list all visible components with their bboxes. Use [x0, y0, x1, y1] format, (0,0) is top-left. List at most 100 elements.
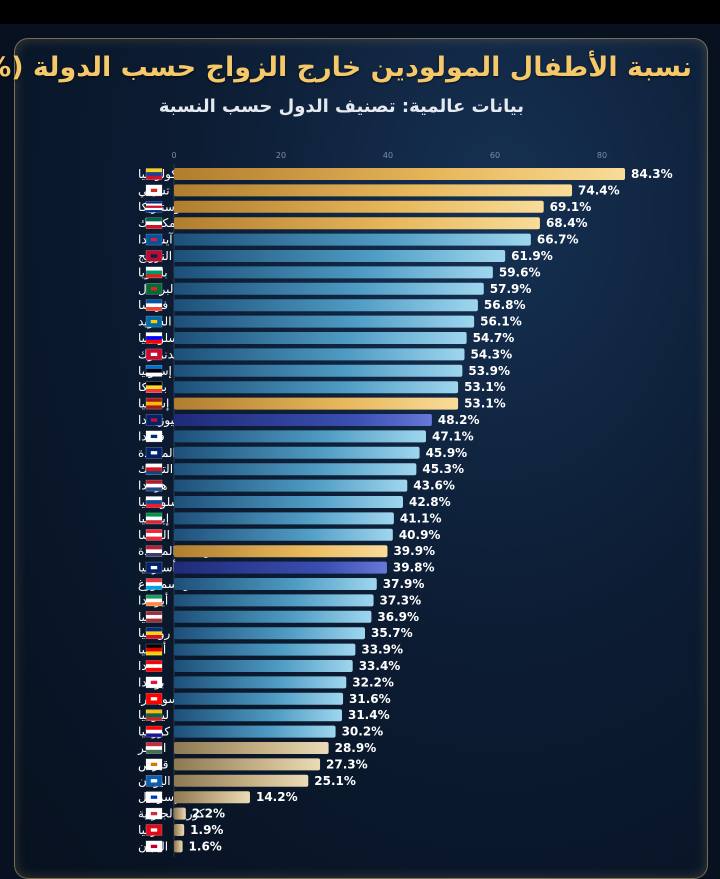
canada-flag-icon: [145, 660, 163, 672]
bar: [174, 840, 183, 853]
bar: [174, 446, 420, 459]
bar: [174, 233, 531, 246]
bar: [174, 414, 432, 426]
value-label: 53.9%: [468, 364, 510, 378]
bar: [174, 610, 372, 623]
uk-flag-icon: [145, 446, 163, 459]
chart-row: تشيلي74.4%: [138, 183, 620, 197]
chart-row: المملكة المتحدة45.9%: [138, 446, 467, 460]
greece-flag-icon: [145, 774, 163, 787]
bar: [174, 791, 250, 804]
germany-flag-icon: [145, 643, 163, 656]
chart-row: كرواتيا30.2%: [138, 725, 383, 740]
bar: [174, 266, 493, 279]
bar: [174, 430, 426, 443]
bar: [174, 299, 478, 312]
bar: [174, 627, 365, 640]
bar: [174, 512, 394, 525]
norway-flag-icon: [145, 250, 163, 262]
slovenia-flag-icon: [145, 332, 163, 344]
x-tick-label: 80: [597, 151, 607, 160]
chart-row: اليابان1.6%: [138, 839, 222, 853]
switzerland-flag-icon: [145, 692, 163, 705]
chart-row: إسرائيل14.2%: [138, 790, 298, 805]
chart-row: نيوزيلندا48.2%: [138, 413, 480, 428]
bar: [174, 594, 374, 607]
chart-row: السويد56.1%: [138, 315, 522, 330]
chart-row: كوستاريكا 69.1%: [138, 200, 591, 215]
value-label: 61.9%: [511, 249, 553, 263]
value-label: 1.6%: [189, 839, 222, 853]
australia-flag-icon: [145, 561, 163, 574]
bar: [174, 332, 467, 344]
bar: [174, 725, 336, 738]
value-label: 47.1%: [432, 429, 474, 443]
bar: [174, 364, 463, 377]
denmark-flag-icon: [145, 348, 163, 361]
chart-row: كندا33.4%: [138, 659, 400, 673]
bar: [174, 381, 459, 394]
chart-row: لوكسمبورغ 37.9%: [138, 577, 424, 592]
bar: [174, 643, 356, 656]
value-label: 57.9%: [490, 282, 532, 296]
slovakia-flag-icon: [145, 496, 163, 508]
spain-flag-icon: [145, 397, 163, 410]
chart-row: بلغاريا59.6%: [138, 265, 541, 280]
colombia-flag-icon: [145, 168, 163, 180]
value-label: 84.3%: [631, 167, 673, 181]
chart-row: بلجيكا53.1%: [138, 380, 506, 394]
chart-row: البرتغال57.9%: [138, 282, 531, 297]
chart-row: هولندا43.6%: [138, 479, 455, 494]
bar: [174, 496, 403, 508]
chart-row: بولندا32.2%: [138, 675, 394, 690]
chart-row: سلوفاكيا42.8%: [138, 495, 451, 510]
bar: [174, 676, 347, 689]
luxembourg-flag-icon: [145, 578, 163, 590]
value-label: 28.9%: [335, 741, 377, 755]
value-label: 56.8%: [484, 298, 526, 312]
ireland-flag-icon: [145, 594, 163, 607]
chart-row: إسبانيا53.1%: [138, 397, 506, 411]
chart-row: ألمانيا33.9%: [138, 642, 403, 657]
chart-row: اليونان25.1%: [138, 774, 356, 789]
value-label: 48.2%: [438, 413, 480, 427]
chart-row: المجر28.9%: [137, 741, 376, 756]
value-label: 35.7%: [371, 626, 413, 640]
costa-rica-flag-icon: [145, 201, 163, 213]
value-label: 66.7%: [537, 233, 579, 247]
bar: [174, 807, 186, 820]
x-tick-label: 40: [383, 151, 393, 160]
italy-flag-icon: [145, 512, 163, 525]
israel-flag-icon: [145, 791, 163, 804]
bar: [174, 824, 185, 836]
romania-flag-icon: [145, 627, 163, 640]
croatia-flag-icon: [145, 725, 163, 738]
chart-row: لاتفيا36.9%: [138, 610, 419, 624]
chart-row: المكسيك68.4%: [138, 216, 588, 230]
value-label: 1.9%: [190, 823, 223, 837]
value-label: 54.3%: [471, 347, 513, 361]
bar: [174, 200, 544, 213]
chart-row: أيرلندا37.3%: [138, 592, 421, 608]
czechia-flag-icon: [145, 463, 163, 476]
turkey-flag-icon: [145, 824, 163, 836]
value-label: 32.2%: [352, 675, 394, 689]
lithuania-flag-icon: [145, 709, 163, 722]
chart-row: التشيك45.3%: [138, 462, 464, 476]
portugal-flag-icon: [145, 282, 163, 295]
value-label: 31.4%: [348, 708, 390, 722]
value-label: 14.2%: [256, 790, 298, 804]
bar: [174, 479, 408, 492]
bar: [174, 528, 393, 541]
value-label: 43.6%: [413, 479, 455, 493]
bar: [174, 397, 459, 410]
usa-flag-icon: [145, 545, 163, 558]
value-label: 40.9%: [399, 528, 441, 542]
bar: [174, 348, 465, 361]
chart-row: ليتوانيا31.4%: [138, 708, 390, 723]
value-label: 53.1%: [464, 380, 506, 394]
value-label: 25.1%: [314, 774, 356, 788]
value-label: 41.1%: [400, 511, 442, 525]
bar: [174, 250, 506, 262]
